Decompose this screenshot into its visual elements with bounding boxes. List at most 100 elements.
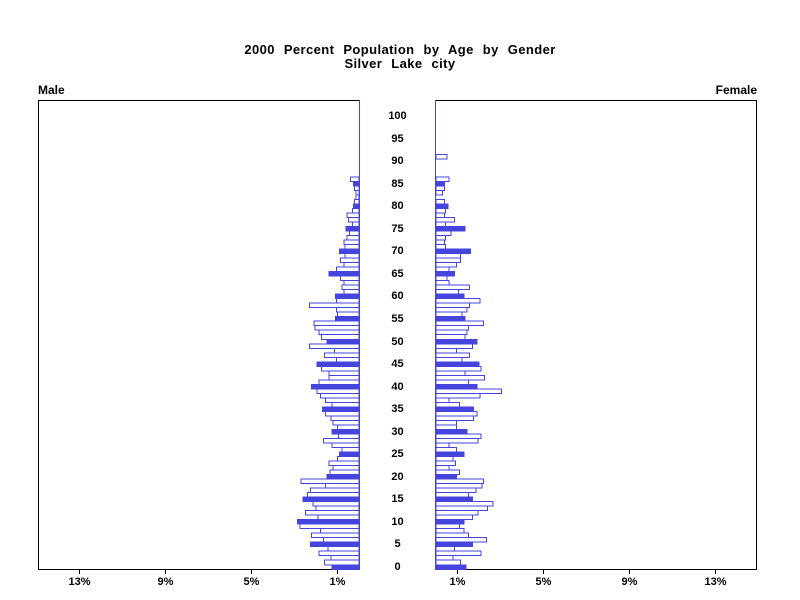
- female-bar-age-43: [435, 370, 466, 376]
- male-bar-age-38: [319, 392, 360, 399]
- female-bar-age-5: [435, 541, 474, 548]
- female-bar-age-20: [435, 474, 457, 480]
- male-bar-age-68: [340, 257, 360, 264]
- female-bar-age-47: [435, 352, 470, 358]
- female-bar-age-3: [435, 550, 482, 557]
- male-bar-age-81: [354, 198, 360, 205]
- male-bar-age-50: [326, 338, 360, 345]
- female-bar-age-31: [435, 424, 457, 430]
- female-bar-age-13: [435, 505, 489, 512]
- male-bar-age-26: [341, 446, 360, 453]
- male-bar-age-85: [353, 180, 360, 187]
- chart-title: 2000 Percent Population by Age by Gender: [244, 42, 556, 57]
- female-bar-age-18: [435, 483, 483, 489]
- male-bar-age-13: [315, 505, 360, 512]
- female-bar-age-86: [435, 176, 450, 182]
- female-bar-age-71: [435, 244, 447, 250]
- male-bar-age-84: [354, 185, 360, 191]
- male-axis-tick-5%: [251, 570, 252, 574]
- female-bar-age-91: [435, 153, 448, 160]
- male-bar-age-83: [355, 189, 360, 196]
- male-bar-age-8: [319, 528, 360, 534]
- male-bar-age-3: [318, 550, 360, 557]
- female-bar-age-36: [435, 401, 461, 408]
- age-tick-label-55: 55: [391, 312, 404, 325]
- female-bar-age-22: [435, 465, 450, 471]
- male-bar-age-53: [314, 325, 360, 331]
- female-bar-age-75: [435, 226, 466, 232]
- female-bar-age-21: [435, 469, 461, 476]
- male-bar-age-67: [343, 262, 360, 268]
- age-tick-label-0: 0: [394, 561, 401, 573]
- male-axis-tick-1%: [337, 570, 338, 574]
- female-bar-age-4: [435, 546, 455, 552]
- female-bar-age-66: [435, 266, 450, 273]
- female-bar-age-44: [435, 365, 482, 372]
- female-bar-age-40: [435, 383, 478, 390]
- female-bar-age-17: [435, 487, 477, 494]
- female-bar-age-27: [435, 442, 450, 448]
- male-bar-age-79: [352, 207, 360, 214]
- male-bar-age-33: [330, 415, 360, 421]
- female-bar-age-16: [435, 492, 469, 498]
- age-tick-label-10: 10: [391, 515, 404, 528]
- age-tick-label-15: 15: [391, 493, 404, 506]
- male-bar-age-86: [349, 176, 360, 182]
- male-bar-age-1: [324, 559, 360, 566]
- male-bar-age-51: [320, 334, 360, 340]
- male-bar-age-22: [332, 465, 360, 471]
- male-bar-age-9: [299, 523, 360, 530]
- female-bar-age-46: [435, 356, 463, 363]
- male-bar-age-80: [353, 203, 360, 209]
- age-tick-label-50: 50: [391, 335, 404, 348]
- male-bar-age-36: [331, 401, 360, 408]
- male-bar-age-42: [328, 374, 360, 381]
- male-bar-age-57: [335, 307, 360, 313]
- female-bar-age-49: [435, 343, 474, 349]
- chart-subtitle: Silver Lake city: [344, 56, 456, 71]
- female-bar-age-2: [435, 555, 454, 561]
- female-axis-tick-label-13%: 13%: [704, 576, 727, 588]
- male-panel-label: Male: [38, 83, 65, 97]
- age-tick-label-5: 5: [394, 538, 401, 551]
- female-bar-age-81: [435, 198, 446, 205]
- male-bar-age-72: [343, 239, 360, 246]
- female-bar-age-7: [435, 532, 469, 539]
- male-bar-age-52: [318, 329, 360, 336]
- female-bar-age-63: [435, 280, 450, 286]
- female-bar-age-70: [435, 248, 471, 255]
- male-bar-age-7: [311, 532, 360, 539]
- male-bar-age-39: [316, 388, 360, 394]
- female-bar-age-10: [435, 519, 465, 525]
- male-bar-age-23: [328, 460, 360, 467]
- female-bar-age-11: [435, 514, 474, 521]
- male-bar-age-59: [335, 298, 360, 304]
- male-bar-age-32: [332, 419, 360, 426]
- male-bar-age-70: [339, 248, 360, 255]
- age-tick-label-95: 95: [391, 132, 404, 145]
- female-bar-age-30: [435, 428, 468, 435]
- female-bar-age-50: [435, 338, 478, 345]
- female-bar-age-1: [435, 559, 462, 566]
- female-bars-panel: [435, 100, 757, 570]
- male-bar-age-30: [331, 428, 360, 435]
- female-bar-age-34: [435, 410, 478, 417]
- male-bar-age-54: [313, 320, 360, 327]
- female-bar-age-45: [435, 361, 480, 367]
- male-bars-panel: [38, 100, 360, 570]
- female-bar-age-29: [435, 433, 482, 439]
- age-tick-label-30: 30: [391, 425, 404, 438]
- male-bar-age-28: [323, 437, 360, 444]
- female-bar-age-0: [435, 564, 467, 570]
- male-bar-age-5: [310, 541, 360, 548]
- female-bar-age-85: [435, 180, 446, 187]
- female-bar-age-62: [435, 284, 470, 291]
- female-bar-age-8: [435, 528, 465, 534]
- female-bar-age-14: [435, 501, 494, 507]
- male-axis-tick-9%: [165, 570, 166, 574]
- male-bar-age-73: [346, 235, 360, 241]
- female-bar-age-48: [435, 347, 457, 354]
- male-bar-age-14: [312, 501, 360, 507]
- female-bar-age-15: [435, 496, 474, 503]
- male-bar-age-11: [317, 514, 360, 521]
